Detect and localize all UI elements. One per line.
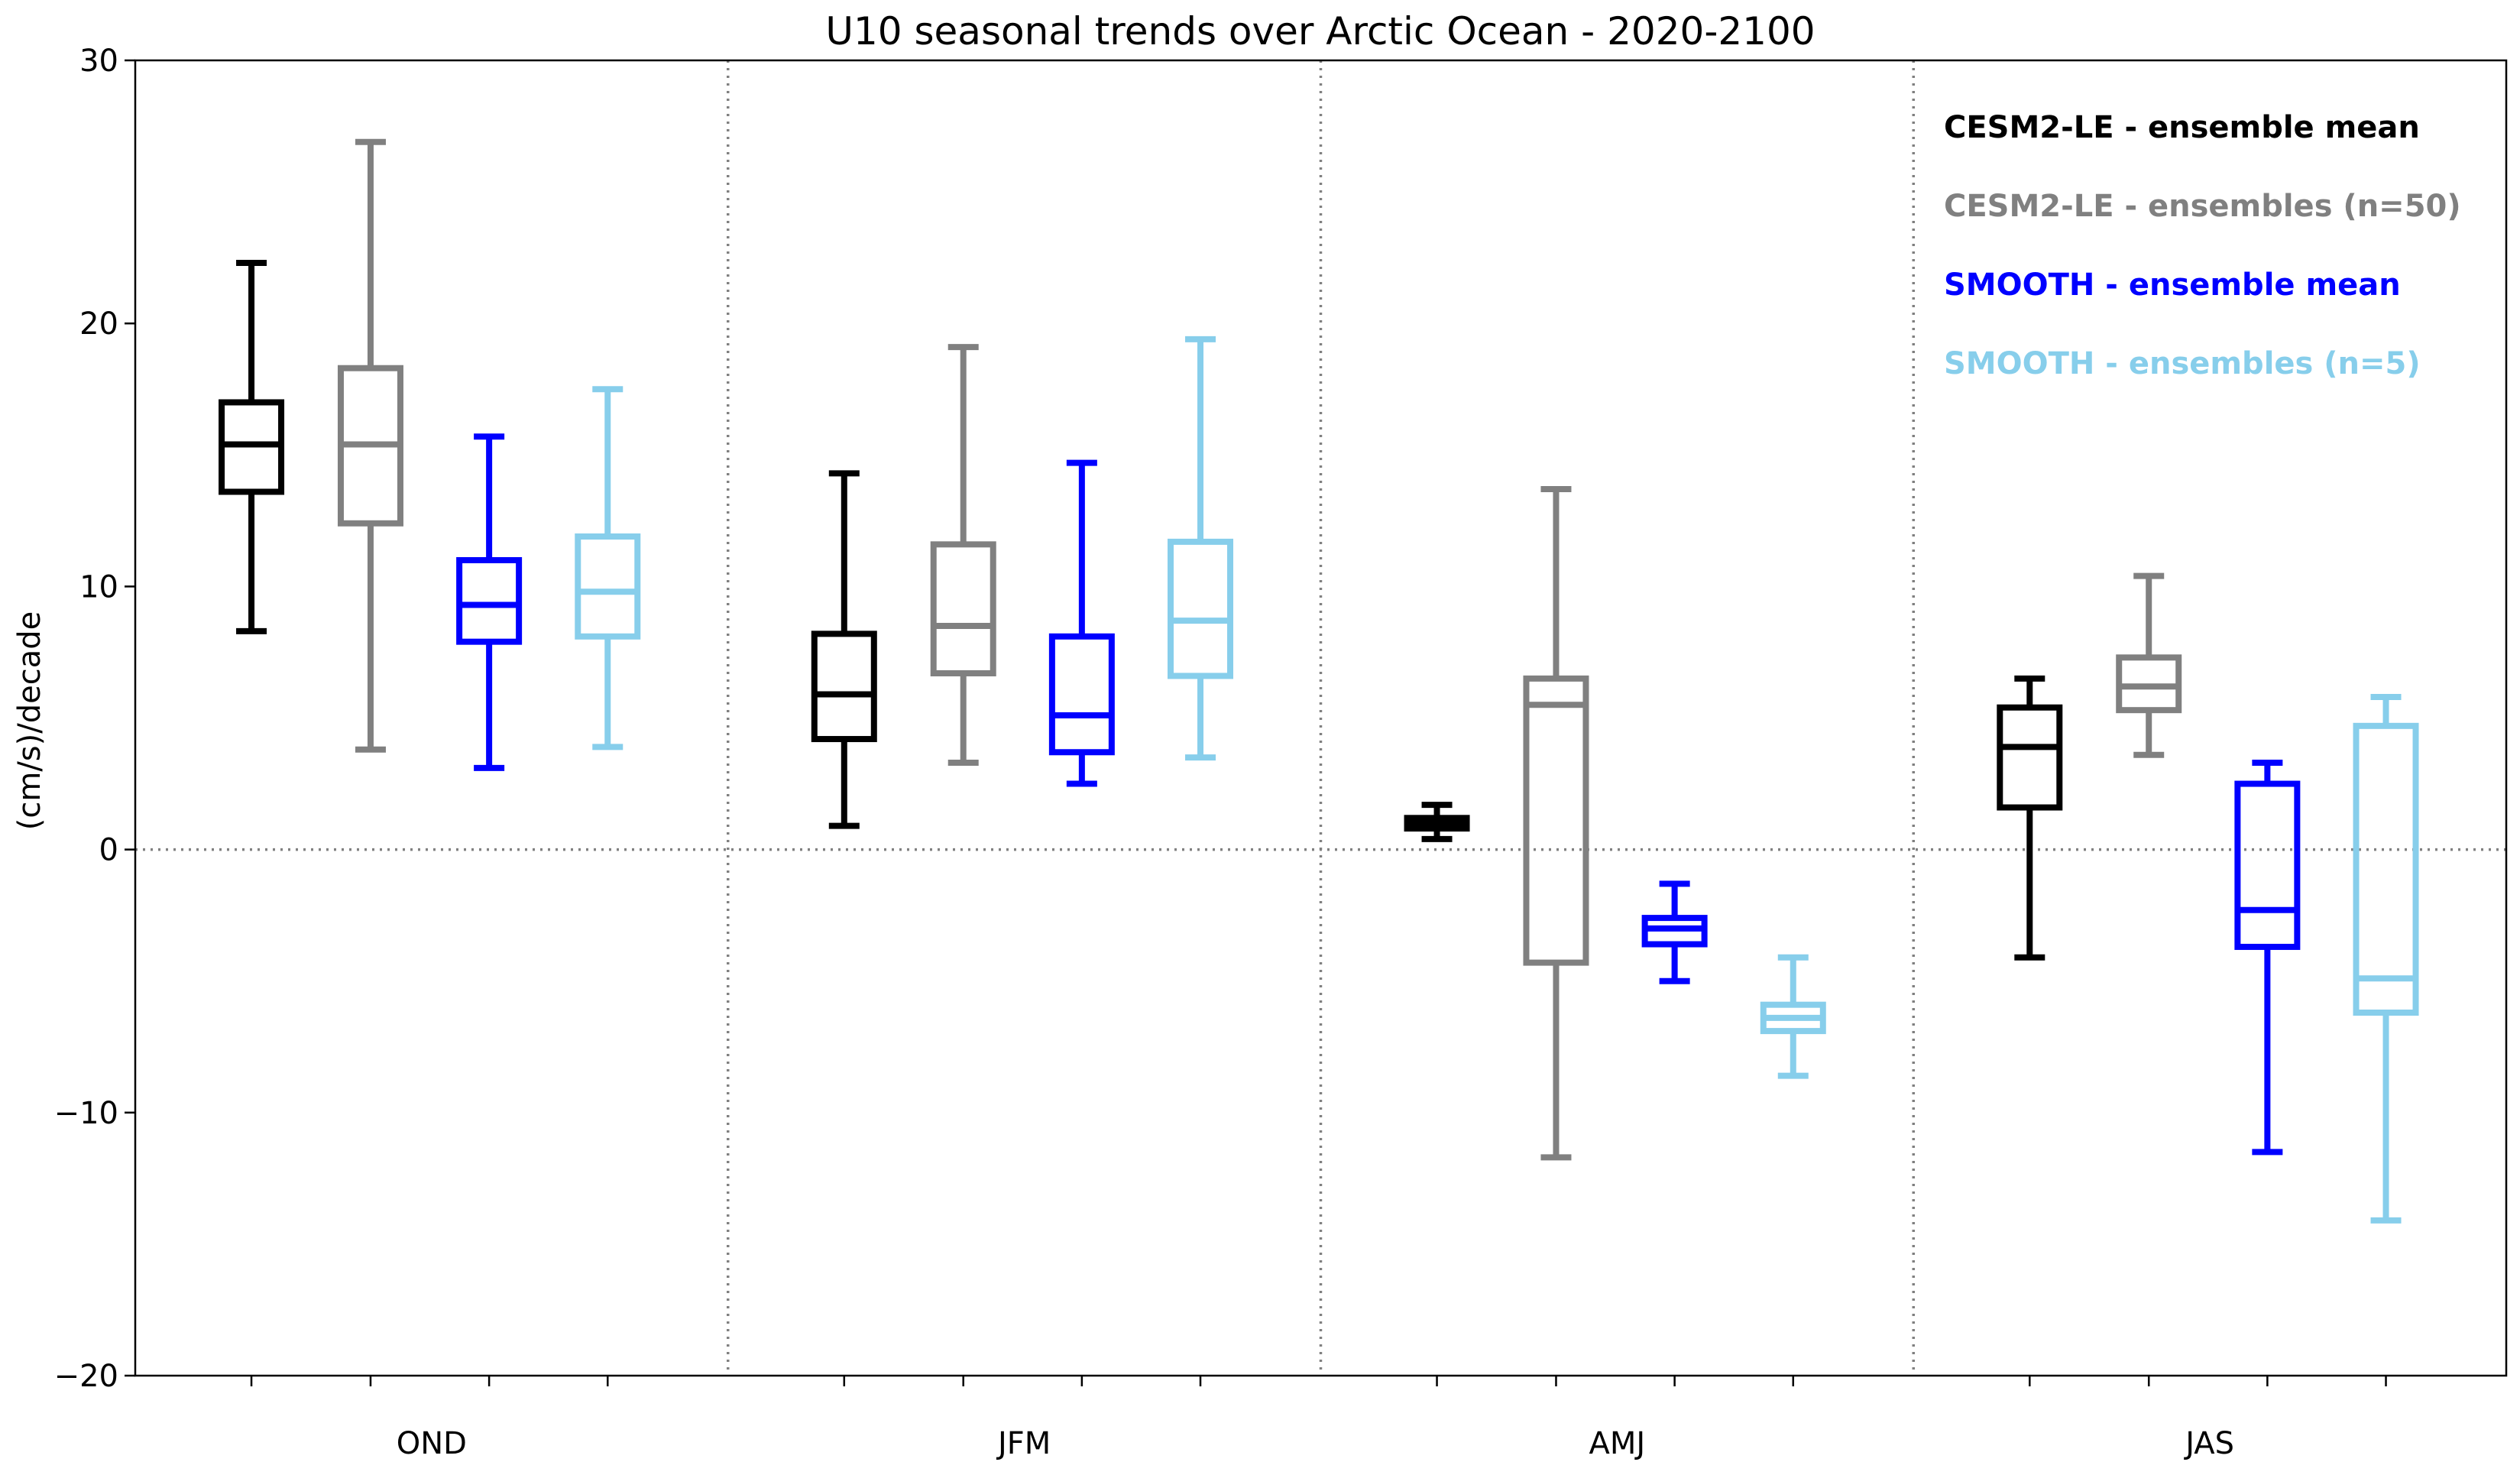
box-ond-series-0	[219, 260, 285, 634]
plot-area: −20 −10 0 10 20 30 OND JFM AMJ JAS CESM2-LE - ense…	[54, 44, 2508, 1461]
chart-title: U10 seasonal trends over Arctic Ocean - …	[825, 9, 1815, 53]
box-jfm-series-3	[1168, 336, 1234, 761]
iqr-box	[811, 631, 877, 743]
category-label-jfm: JFM	[996, 1426, 1051, 1461]
y-tick-label: 0	[99, 833, 118, 868]
legend-entry-1: CESM2-LE - ensembles (n=50)	[1944, 189, 2461, 224]
box-jas-series-1	[2116, 572, 2182, 758]
category-label-ond: OND	[397, 1426, 467, 1461]
y-axis-label: (cm/s)/decade	[12, 611, 47, 830]
box-jfm-series-2	[1048, 459, 1115, 787]
y-tick-label: 10	[79, 569, 118, 605]
y-tick-label: −10	[54, 1096, 118, 1131]
iqr-box	[930, 541, 996, 676]
box-jas-series-0	[1997, 675, 2063, 961]
box-amj-series-0	[1404, 802, 1470, 842]
iqr-box	[575, 533, 641, 640]
category-label-jas: JAS	[2183, 1426, 2234, 1461]
iqr-box	[456, 556, 523, 645]
box-amj-series-1	[1523, 486, 1589, 1161]
axes-frame	[134, 59, 2508, 1377]
box-jfm-series-0	[811, 470, 877, 829]
legend: CESM2-LE - ensemble mean CESM2-LE - ensem…	[1944, 110, 2461, 381]
box-amj-series-3	[1760, 954, 1826, 1079]
iqr-box	[2353, 722, 2419, 1016]
iqr-box	[1048, 633, 1115, 756]
legend-entry-0: CESM2-LE - ensemble mean	[1944, 110, 2420, 145]
box-ond-series-1	[337, 138, 403, 753]
box-jas-series-3	[2353, 693, 2419, 1224]
y-tick-label: 30	[79, 44, 118, 79]
box-jfm-series-1	[930, 344, 996, 767]
iqr-box	[1997, 704, 2063, 811]
iqr-box	[1168, 538, 1234, 679]
legend-entry-3: SMOOTH - ensembles (n=5)	[1944, 346, 2421, 381]
y-tick-label: −20	[54, 1359, 118, 1394]
category-label-amj: AMJ	[1589, 1426, 1646, 1461]
y-tick-label: 20	[79, 306, 118, 342]
iqr-box	[2234, 780, 2301, 950]
box-ond-series-3	[575, 386, 641, 750]
box-jas-series-2	[2234, 760, 2301, 1156]
box-amj-series-2	[1641, 880, 1708, 984]
box-ond-series-2	[456, 433, 523, 771]
legend-entry-2: SMOOTH - ensemble mean	[1944, 267, 2401, 303]
iqr-box	[1523, 675, 1589, 966]
